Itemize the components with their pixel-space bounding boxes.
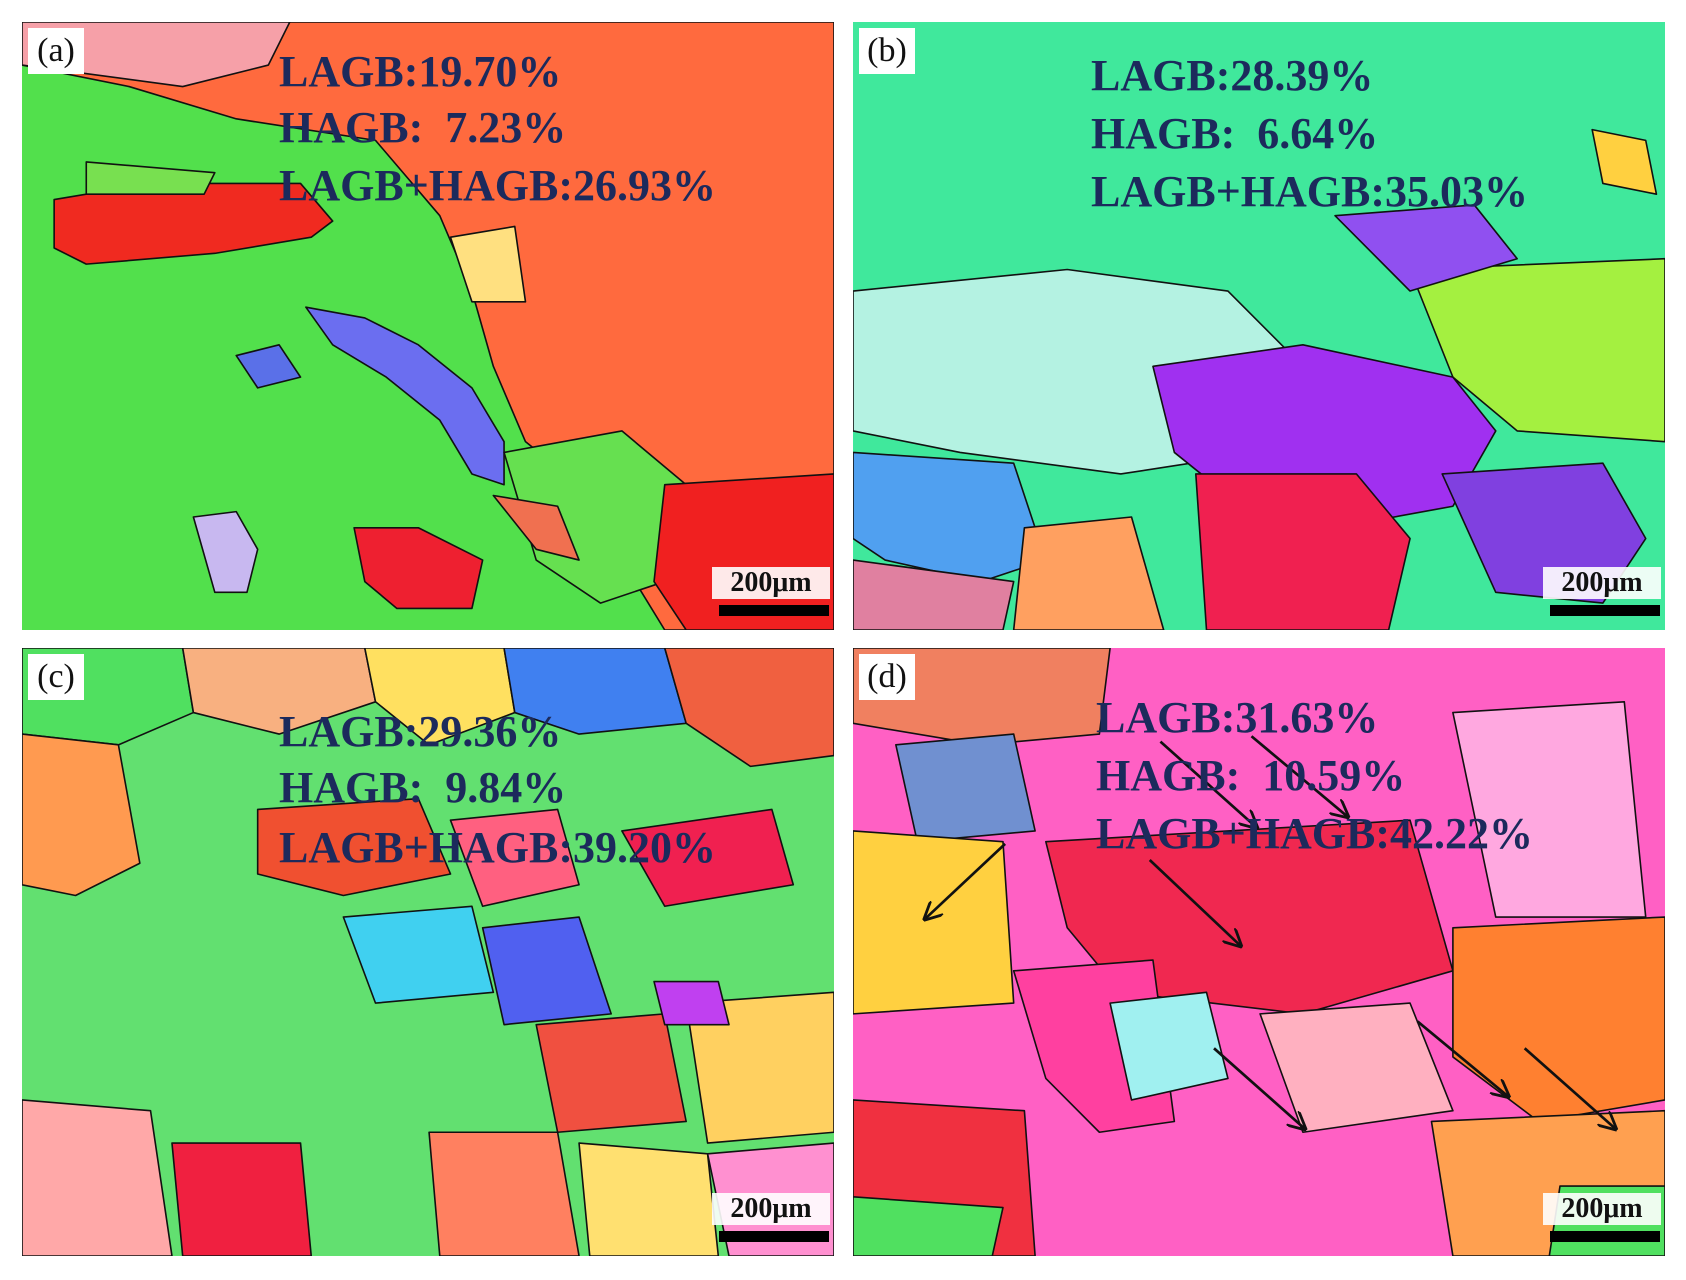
hagb-text: HAGB: 10.59% [1096,751,1406,800]
scale-bar-label: 200μm [1543,567,1661,599]
arrows [925,735,1616,1129]
scale-bar-label: 200μm [712,567,830,599]
lagb-text: LAGB:31.63% [1096,693,1379,742]
panel: (c) LAGB:29.36% HAGB: 9.84% LAGB+HAGB:39… [22,648,834,1256]
scale-bar [719,1231,829,1242]
panel-label: (c) [28,654,84,700]
lagb-text: LAGB:19.70% [279,47,562,96]
total-text: LAGB+HAGB:42.22% [1096,809,1533,858]
panel-label: (a) [28,28,84,74]
scale-bar [719,605,829,616]
total-text: LAGB+HAGB:26.93% [279,161,716,210]
panel: (d) LAGB:31.63% HAGB: 10.59% LAGB+HAGB:4… [853,648,1665,1256]
scale-bar-label: 200μm [712,1193,830,1225]
hagb-text: HAGB: 9.84% [279,763,567,812]
hagb-text: HAGB: 7.23% [279,103,567,152]
scale-bar [1550,1231,1660,1242]
panel: (a) LAGB:19.70% HAGB: 7.23% LAGB+HAGB:26… [22,22,834,630]
panel-label: (d) [859,654,915,700]
total-text: LAGB+HAGB:39.20% [279,823,716,872]
orientation-map [853,648,1665,1256]
panel-label: (b) [859,28,915,74]
orientation-map [853,22,1665,630]
lagb-text: LAGB:29.36% [279,707,562,756]
scale-bar-label: 200μm [1543,1193,1661,1225]
total-text: LAGB+HAGB:35.03% [1091,167,1528,216]
panel: (b) LAGB:28.39% HAGB: 6.64% LAGB+HAGB:35… [853,22,1665,630]
lagb-text: LAGB:28.39% [1091,51,1374,100]
hagb-text: HAGB: 6.64% [1091,109,1379,158]
scale-bar [1550,605,1660,616]
